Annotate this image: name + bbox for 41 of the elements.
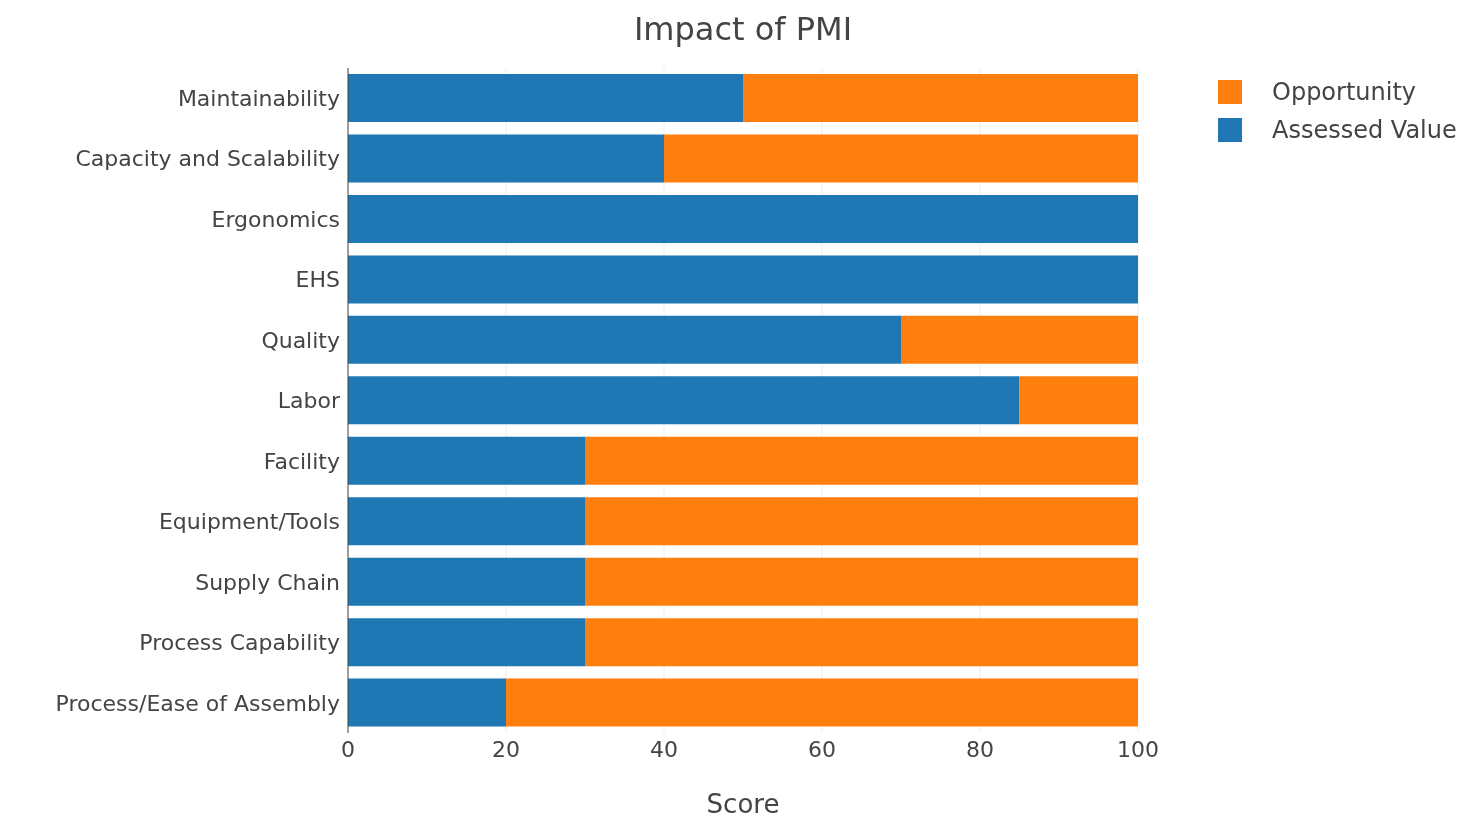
bar [348, 557, 585, 606]
y-tick-label: Supply Chain [195, 569, 340, 595]
y-tick-label: Ergonomics [211, 206, 340, 232]
y-tick-label: Equipment/Tools [158, 509, 340, 535]
x-tick-label: 80 [966, 736, 994, 762]
chart-title: Impact of PMI [632, 10, 854, 48]
y-tick-label: Capacity and Scalability [75, 146, 340, 172]
bar [506, 678, 1138, 727]
bar [348, 618, 585, 667]
y-tick-label: Process/Ease of Assembly [55, 690, 340, 716]
bar [585, 497, 1138, 546]
bar [348, 376, 1020, 425]
y-tick-label: Maintainability [177, 86, 340, 112]
x-axis-title: Score [706, 789, 780, 819]
bar [664, 134, 1138, 183]
bar [348, 194, 1138, 243]
bar [348, 436, 585, 485]
y-tick-label: Quality [261, 327, 340, 353]
x-tick-label: 40 [650, 736, 678, 762]
x-tick-label: 100 [1117, 736, 1159, 762]
bar [585, 618, 1138, 667]
y-tick-label: EHS [295, 267, 340, 293]
bar [348, 255, 1138, 304]
x-tick-label: 0 [341, 736, 355, 762]
y-tick-label: Process Capability [139, 630, 340, 656]
bar [1019, 376, 1138, 425]
bar [585, 436, 1138, 485]
bar [348, 315, 901, 364]
y-tick-label: Labor [277, 388, 341, 414]
bar [901, 315, 1138, 364]
y-tick-label: Facility [263, 448, 340, 474]
legend-label: Assessed Value [1272, 116, 1457, 144]
x-tick-label: 60 [808, 736, 836, 762]
legend-label: Opportunity [1272, 78, 1417, 106]
bar [348, 678, 506, 727]
x-tick-label: 20 [492, 736, 520, 762]
bar [348, 74, 743, 123]
bar [348, 497, 585, 546]
bar [348, 134, 664, 183]
bar [585, 557, 1138, 606]
bar [743, 74, 1138, 123]
